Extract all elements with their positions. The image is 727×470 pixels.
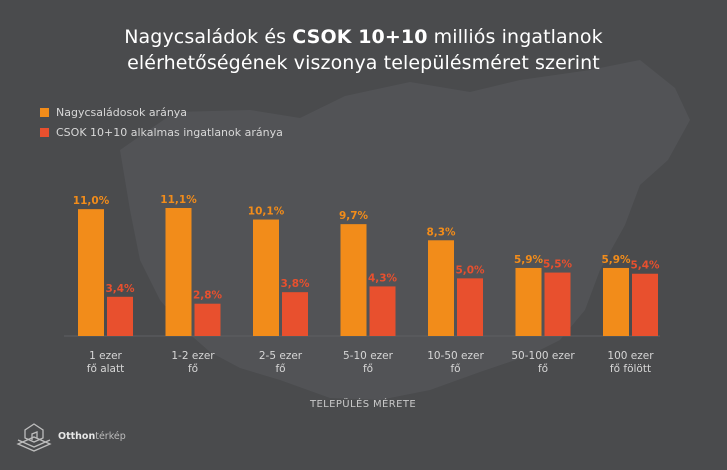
data-labels-layer: 11,0% 3,4% 11,1% 2,8% 10,1% 3,8% 9,7% 4,3% 8,3% 5… [73, 194, 660, 302]
x-tick-label: 1-2 ezer [171, 350, 215, 362]
x-axis-title: TELEPÜLÉS MÉRETE [309, 397, 416, 410]
map-silhouette [120, 60, 690, 400]
x-tick-label: 1 ezer [89, 350, 122, 362]
brand-logo: Otthontérkép [14, 418, 126, 454]
data-label: 8,3% [426, 226, 456, 238]
bar-nagycsaladosok [515, 267, 542, 336]
legend-label: Nagycsaládosok aránya [56, 105, 188, 119]
x-tick-label: 100 ezer [607, 350, 654, 362]
x-tick-label: fő [450, 363, 460, 375]
data-label: 4,3% [368, 272, 398, 284]
chart-title-line-1: Nagycsaládok és CSOK 10+10 milliós ingat… [0, 26, 727, 48]
x-tick-label: fő alatt [87, 363, 124, 375]
legend-label: CSOK 10+10 alkalmas ingatlanok aránya [56, 125, 283, 139]
x-tick-label: 10-50 ezer [427, 350, 484, 362]
x-tick-label: fő [275, 363, 285, 375]
data-label: 11,1% [160, 194, 197, 206]
bars-layer [78, 208, 658, 336]
legend-swatch-red [40, 127, 49, 137]
bar-nagycsaladosok [165, 208, 192, 336]
data-label: 5,9% [514, 254, 544, 266]
data-label: 3,4% [105, 283, 135, 295]
x-tick-label: fő [538, 363, 548, 375]
data-label: 10,1% [248, 206, 285, 218]
bar-nagycsaladosok [428, 240, 454, 336]
data-label: 3,8% [280, 278, 310, 290]
title-text-part: milliós ingatlanok [427, 26, 603, 48]
x-tick-label: fő fölött [610, 363, 651, 375]
brand-name-light: térkép [95, 430, 126, 442]
data-label: 5,9% [601, 254, 631, 266]
bar-csok [544, 272, 571, 336]
plot-area: 11,0% 3,4% 11,1% 2,8% 10,1% 3,8% 9,7% 4,3% 8,3% 5… [64, 194, 660, 375]
legend-swatch-orange [40, 107, 49, 117]
bar-nagycsaladosok [78, 209, 104, 336]
data-label: 9,7% [339, 210, 369, 222]
data-label: 11,0% [73, 195, 110, 207]
title-line-2-text: elérhetőségének viszonya településméret … [127, 52, 600, 74]
brand-name-bold: Otthon [58, 430, 96, 442]
legend-item-orange: Nagycsaládosok aránya [40, 105, 187, 119]
x-tick-label: 50-100 ezer [511, 350, 575, 362]
house-stack-icon [16, 423, 52, 452]
data-label: 5,4% [630, 260, 660, 272]
x-tick-label: fő [363, 363, 373, 375]
legend-item-red: CSOK 10+10 alkalmas ingatlanok aránya [40, 125, 283, 139]
bar-nagycsaladosok [603, 267, 629, 336]
data-label: 2,8% [193, 290, 223, 302]
data-label: 5,0% [455, 264, 485, 276]
bar-csok [107, 296, 133, 336]
x-tick-label: fő [188, 363, 198, 375]
bar-csok [632, 273, 658, 336]
data-label: 5,5% [543, 259, 573, 271]
title-text-part: Nagycsaládok és [124, 26, 293, 48]
bar-csok [369, 286, 396, 336]
bar-nagycsaladosok [253, 219, 279, 336]
bar-nagycsaladosok [340, 224, 367, 336]
bar-csok [194, 303, 221, 336]
chart-title-line-2: elérhetőségének viszonya településméret … [0, 52, 727, 74]
x-tick-label: 2-5 ezer [259, 350, 303, 362]
bar-csok [282, 292, 308, 336]
x-tick-label: 5-10 ezer [343, 350, 394, 362]
title-emphasis: CSOK 10+10 [292, 26, 428, 48]
bar-csok [457, 278, 483, 336]
